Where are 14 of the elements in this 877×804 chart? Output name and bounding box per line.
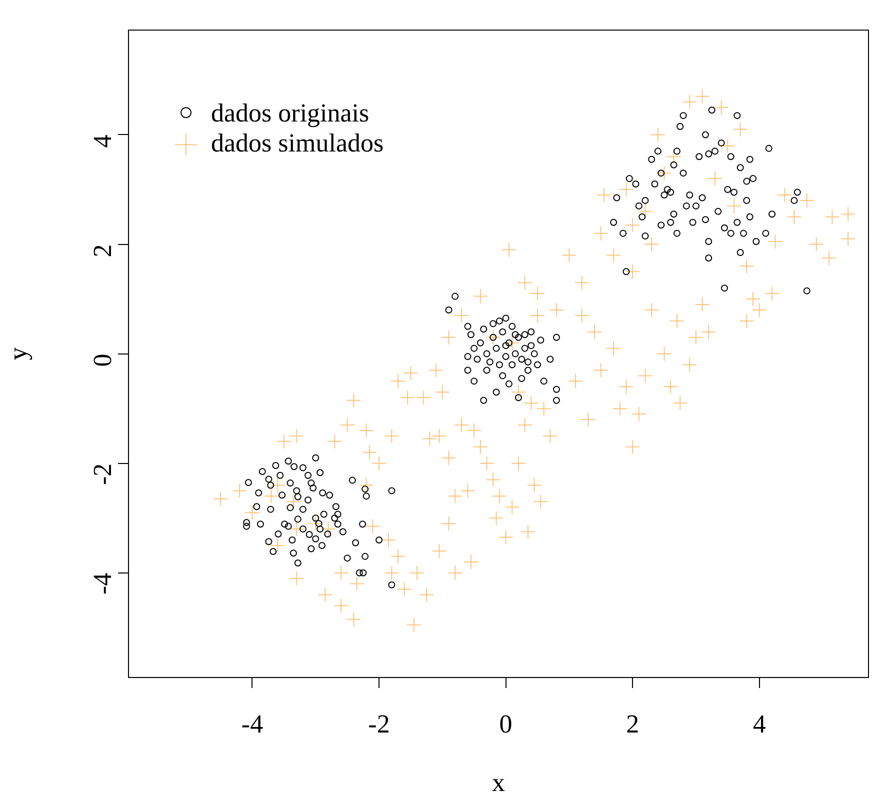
legend-label: dados simulados — [211, 128, 384, 158]
x-tick-label: 0 — [499, 709, 512, 738]
y-tick-label: -4 — [88, 572, 117, 595]
x-tick-label: 2 — [626, 709, 640, 738]
x-axis-title: x — [492, 768, 505, 798]
x-tick-label: -2 — [368, 709, 390, 738]
x-tick-label: 4 — [752, 709, 766, 738]
y-tick-label: 0 — [88, 354, 117, 367]
y-tick-label: 2 — [88, 244, 117, 258]
legend-label: dados originais — [211, 98, 370, 128]
y-tick-label: 4 — [88, 134, 117, 148]
y-axis-title: y — [3, 347, 32, 360]
y-tick-label: -2 — [88, 463, 117, 485]
x-tick-label: -4 — [241, 709, 264, 738]
